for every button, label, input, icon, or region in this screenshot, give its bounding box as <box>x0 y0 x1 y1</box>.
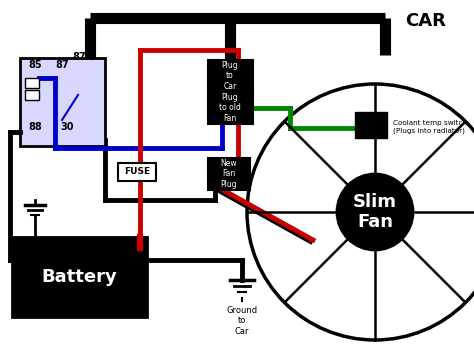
Bar <box>25 90 39 100</box>
Text: CAR: CAR <box>405 12 446 30</box>
Bar <box>208 92 253 124</box>
Text: Battery: Battery <box>41 268 117 286</box>
Text: 30: 30 <box>60 122 73 132</box>
Text: 88: 88 <box>28 122 42 132</box>
Text: Ground
to
Car: Ground to Car <box>227 306 257 336</box>
Text: Plug
to
Car: Plug to Car <box>222 61 238 91</box>
Bar <box>25 78 39 88</box>
Text: Coolant temp switch
(Plugs into radiator): Coolant temp switch (Plugs into radiator… <box>393 120 467 133</box>
Bar <box>20 58 105 146</box>
Text: New
Fan
Plug: New Fan Plug <box>221 159 237 189</box>
Bar <box>208 60 253 92</box>
Text: 87A: 87A <box>72 52 93 62</box>
Bar <box>208 158 250 190</box>
Bar <box>12 237 147 317</box>
Circle shape <box>337 174 413 250</box>
Bar <box>118 163 156 181</box>
Text: Slim
Fan: Slim Fan <box>353 193 397 232</box>
Bar <box>355 112 387 138</box>
Text: FUSE: FUSE <box>124 167 150 177</box>
Text: Plug
to old
Fan: Plug to old Fan <box>219 93 241 123</box>
Text: 87: 87 <box>55 60 69 70</box>
Text: 85: 85 <box>28 60 42 70</box>
